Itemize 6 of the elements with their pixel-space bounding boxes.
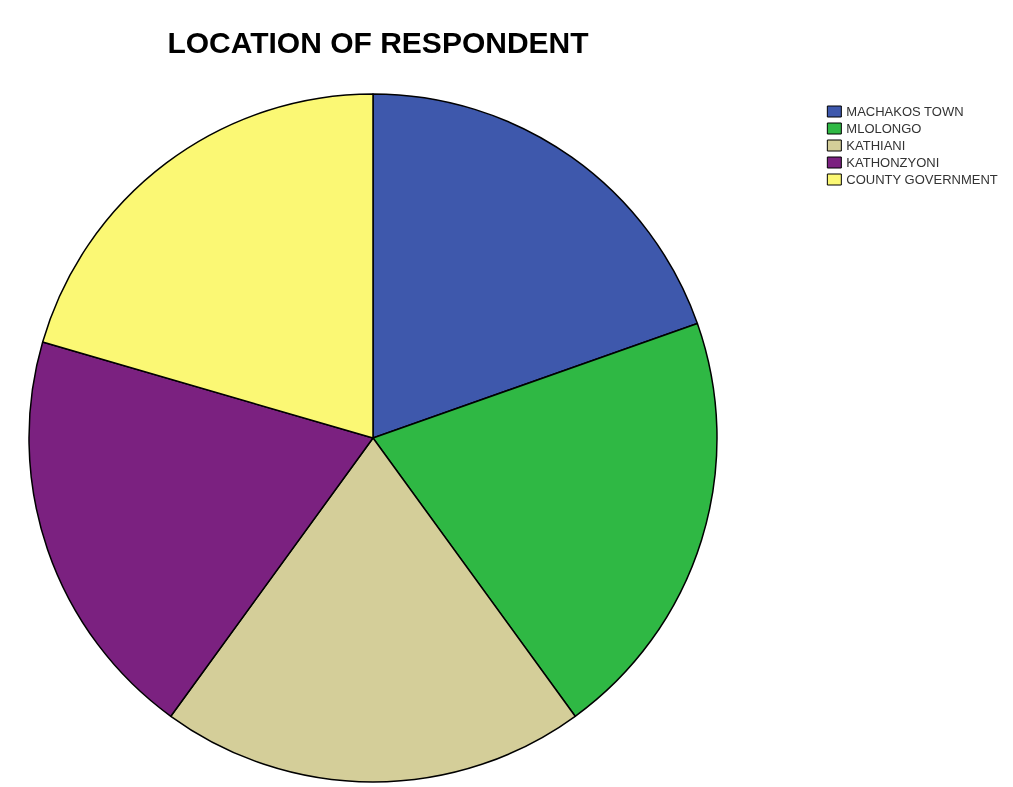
legend-label: MACHAKOS TOWN	[846, 104, 964, 119]
chart-title: LOCATION OF RESPONDENT	[167, 25, 589, 59]
legend-label: KATHONZYONI	[846, 155, 940, 170]
legend-label: COUNTY GOVERNMENT	[846, 172, 998, 187]
legend-label: KATHIANI	[846, 138, 906, 153]
legend-label: MLOLONGO	[846, 121, 922, 136]
